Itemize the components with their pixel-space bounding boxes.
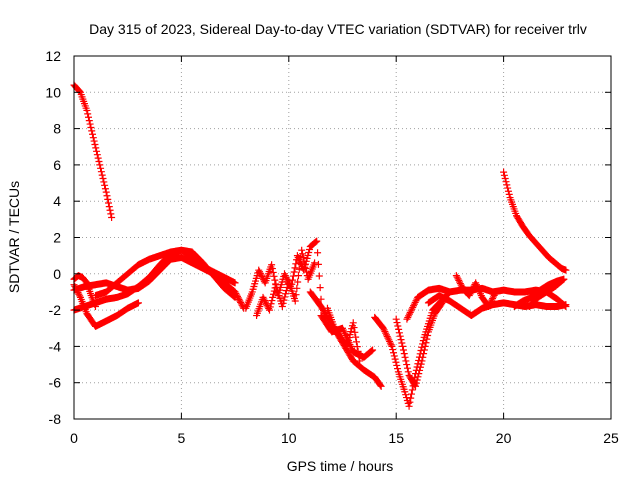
chart-title: Day 315 of 2023, Sidereal Day-to-day VTE… — [89, 21, 587, 37]
y-tick-label: -8 — [49, 411, 62, 427]
y-tick-label: 0 — [53, 266, 61, 282]
y-tick-label: 8 — [53, 121, 61, 137]
x-tick-label: 5 — [178, 430, 186, 446]
sdtvar-chart: 0 5 10 15 20 25 -8 -6 -4 -2 0 2 4 6 8 10 12 Day 315 of 2… — [0, 0, 640, 480]
y-tick-label: -2 — [49, 302, 62, 318]
y-tick-label: -6 — [49, 375, 62, 391]
y-tick-label: 10 — [45, 84, 61, 100]
y-tick-label: 2 — [53, 230, 61, 246]
x-tick-label: 0 — [70, 430, 78, 446]
y-tick-label: 12 — [45, 48, 61, 64]
x-tick-label: 20 — [496, 430, 512, 446]
y-tick-label: 4 — [53, 193, 61, 209]
x-tick-label: 10 — [281, 430, 297, 446]
y-tick-label: 6 — [53, 157, 61, 173]
x-axis-title: GPS time / hours — [287, 458, 394, 474]
x-tick-label: 15 — [388, 430, 404, 446]
y-tick-label: -4 — [49, 338, 62, 354]
y-axis-title: SDTVAR / TECUs — [6, 181, 22, 293]
x-tick-label: 25 — [603, 430, 619, 446]
